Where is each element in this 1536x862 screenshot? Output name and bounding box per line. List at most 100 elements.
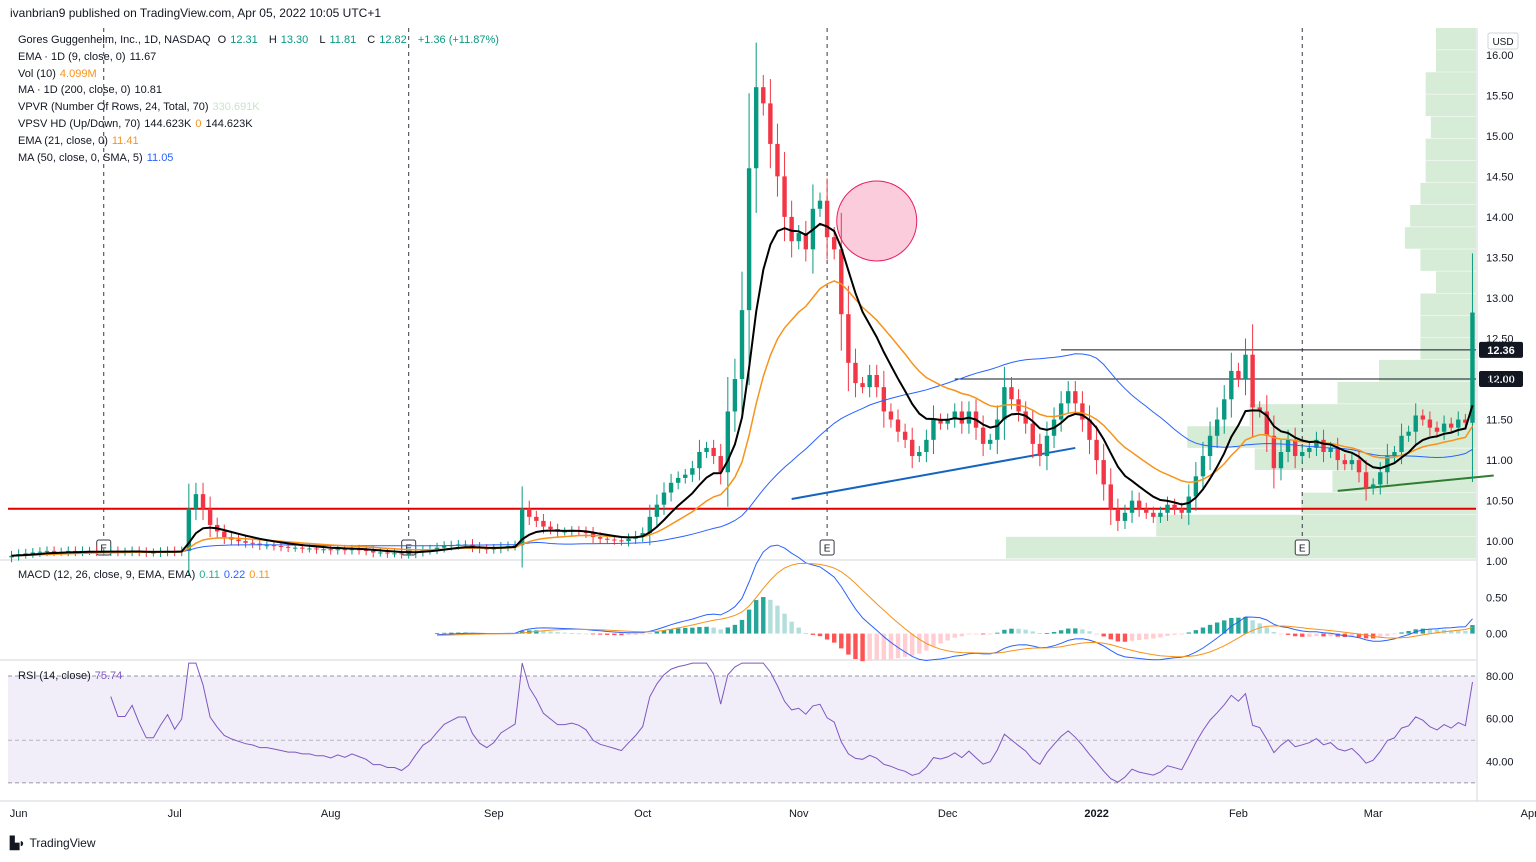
macd-histogram-bar xyxy=(1016,628,1021,634)
macd-histogram-bar xyxy=(1136,633,1142,641)
macd-histogram-bar xyxy=(683,627,688,634)
candle-body xyxy=(37,551,43,553)
macd-histogram-bar xyxy=(1115,633,1121,642)
macd-signal-line xyxy=(437,562,1473,658)
candle-body xyxy=(1257,407,1262,412)
macd-histogram-bar xyxy=(605,633,610,635)
candle-body xyxy=(236,539,241,542)
macd-histogram-bar xyxy=(1328,633,1333,637)
volume-profile-row xyxy=(1249,404,1476,426)
candle-body xyxy=(51,550,57,552)
time-tick-label: Sep xyxy=(484,808,504,820)
time-tick-label: Feb xyxy=(1229,808,1248,820)
candle-body xyxy=(406,553,411,555)
candle-body xyxy=(562,531,567,533)
candle-body xyxy=(1236,370,1241,380)
candle-body xyxy=(725,411,731,473)
macd-histogram-bar xyxy=(1158,633,1163,638)
candle-body xyxy=(690,468,695,475)
candle-body xyxy=(895,419,901,432)
indicator-legend-value: 11.41 xyxy=(111,134,139,147)
macd-histogram-bar xyxy=(753,600,759,634)
macd-histogram-bar xyxy=(881,633,887,660)
candle-body xyxy=(1285,439,1291,452)
indicator-legend-value: 144.623K xyxy=(205,117,253,130)
macd-histogram-bar xyxy=(1080,629,1085,634)
macd-histogram-bar xyxy=(626,633,631,636)
tradingview-brand[interactable]: ▙◗ TradingView xyxy=(10,836,96,850)
indicator-legend-row: MA (50, close, 0, SMA, 5) 11.05 xyxy=(18,150,503,167)
macd-histogram-bar xyxy=(1101,633,1106,637)
candle-body xyxy=(470,544,475,547)
candle-body xyxy=(1044,435,1050,457)
candle-body xyxy=(200,494,206,509)
macd-histogram-bar xyxy=(803,633,809,634)
macd-histogram-bar xyxy=(817,633,823,637)
volume-profile-row xyxy=(1420,182,1476,205)
macd-histogram-bar xyxy=(1073,628,1078,634)
candle-body xyxy=(1158,512,1163,517)
candle-body xyxy=(1172,504,1177,509)
candle-body xyxy=(1420,415,1426,420)
macd-histogram-bar xyxy=(910,633,915,656)
candle-body xyxy=(243,541,248,543)
volume-profile-row xyxy=(1436,50,1476,72)
macd-histogram-bar xyxy=(1292,633,1298,637)
candle-body xyxy=(789,216,794,242)
volume-profile-row xyxy=(1410,205,1476,227)
candle-body xyxy=(796,233,801,242)
macd-histogram-bar xyxy=(824,633,830,640)
macd-histogram-bar xyxy=(1037,633,1043,635)
candle-body xyxy=(1186,496,1191,513)
candle-body xyxy=(1144,508,1149,513)
macd-histogram-bar xyxy=(725,627,731,634)
macd-histogram-bar xyxy=(1271,631,1277,634)
price-tick-label: 16.00 xyxy=(1486,50,1514,62)
candle-body xyxy=(300,547,305,549)
indicator-legend-value: 10.81 xyxy=(134,84,163,97)
candle-body xyxy=(1094,439,1099,461)
candle-body xyxy=(775,143,780,177)
ema21-line xyxy=(11,280,1474,557)
earnings-marker xyxy=(1294,539,1310,556)
macd-histogram-bar xyxy=(1321,633,1326,637)
candle-body xyxy=(434,547,440,550)
candle-body xyxy=(1122,512,1128,521)
candle-body xyxy=(491,548,496,550)
price-level-tag xyxy=(1479,371,1523,388)
candle-body xyxy=(66,550,71,552)
candle-body xyxy=(853,362,858,384)
macd-histogram-bar xyxy=(775,605,780,634)
ohlc-open: O 12.31 xyxy=(217,34,258,46)
candle-body xyxy=(952,411,957,420)
ohlc-high: H 13.30 xyxy=(268,34,309,46)
price-tick-label: 13.00 xyxy=(1486,293,1514,305)
macd-histogram-bar xyxy=(1222,620,1227,634)
macd-histogram-bar xyxy=(1207,624,1213,634)
candle-body xyxy=(1448,423,1454,428)
macd-legend-row: MACD (12, 26, close, 9, EMA, EMA) 0.11 0.2… xyxy=(18,567,274,584)
candle-body xyxy=(1009,387,1014,400)
macd-histogram-bar xyxy=(562,632,567,634)
macd-histogram-bar xyxy=(654,631,660,634)
candle-body xyxy=(1087,419,1092,440)
candle-body xyxy=(1002,387,1007,420)
candle-body xyxy=(675,477,681,483)
macd-histogram-bar xyxy=(895,633,901,659)
candle-body xyxy=(1314,439,1319,448)
macd-histogram-bar xyxy=(888,633,894,660)
candle-body xyxy=(1037,443,1043,457)
candle-body xyxy=(619,540,624,542)
candle-body xyxy=(910,439,915,457)
candle-body xyxy=(1342,460,1348,465)
candle-body xyxy=(831,237,837,250)
macd-legend: MACD (12, 26, close, 9, EMA, EMA) 0.11 0.2… xyxy=(18,567,274,584)
macd-histogram-bar xyxy=(931,633,936,647)
volume-profile-row xyxy=(1425,94,1476,116)
macd-histogram-bar xyxy=(441,632,447,634)
macd-histogram-bar xyxy=(1144,633,1149,640)
macd-histogram-bar xyxy=(860,633,865,662)
price-level-tag xyxy=(1479,341,1523,358)
candle-body xyxy=(654,504,660,517)
